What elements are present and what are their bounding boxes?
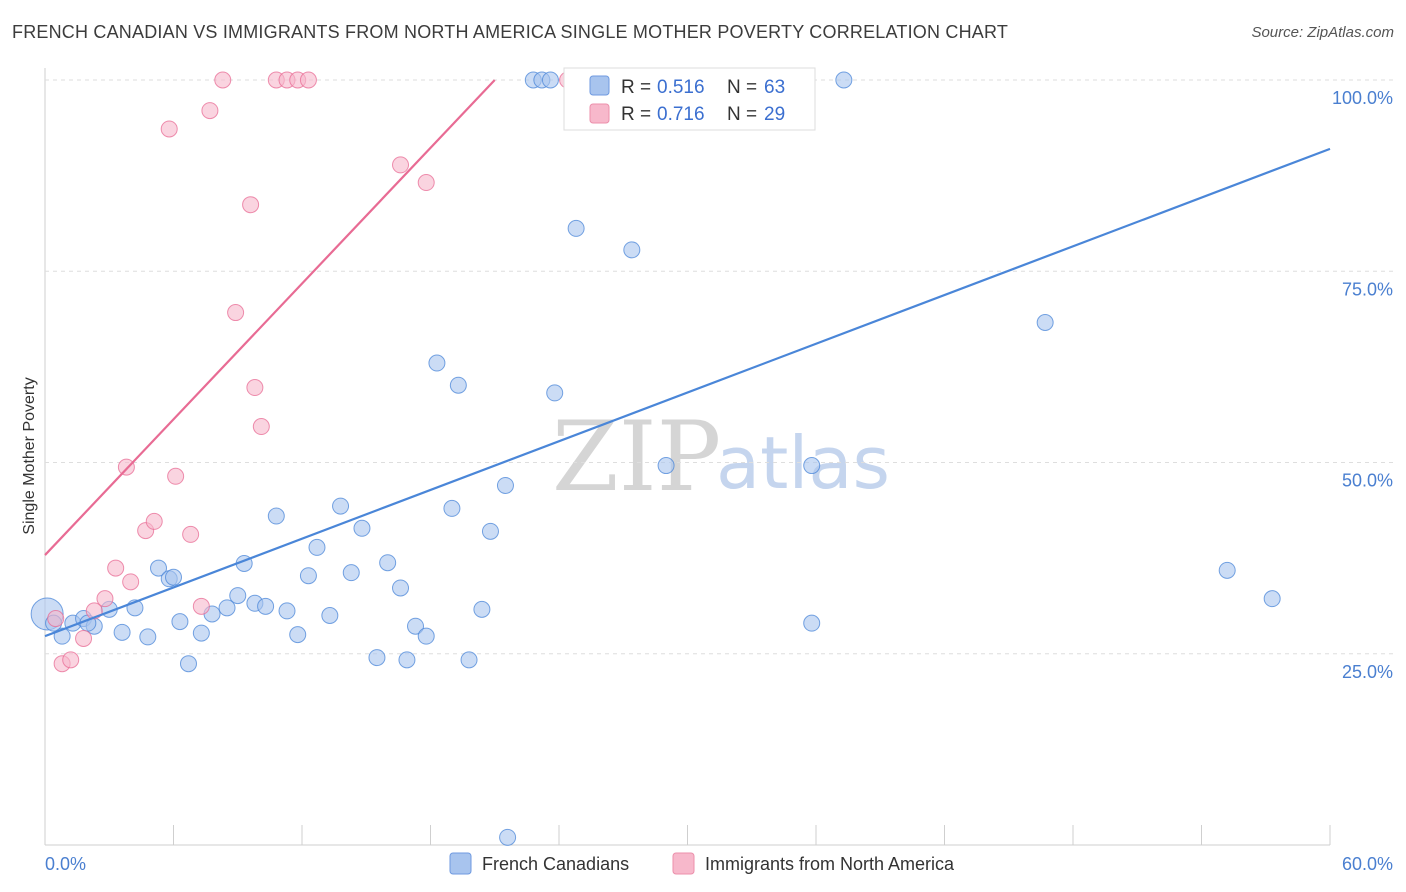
point-immigrants-24 [299, 71, 317, 89]
point-french-canadians-26 [332, 497, 350, 515]
series-legend: French Canadians Immigrants from North A… [449, 852, 955, 875]
correlation-legend: R = 0.516 N = 63 R = 0.716 N = 29 [563, 67, 816, 131]
point-french-canadians-23 [299, 567, 317, 585]
y-tick-labels: 25.0% 50.0% 75.0% 100.0% [1332, 88, 1393, 682]
point-french-canadians-54 [803, 457, 821, 475]
point-immigrants-15 [201, 102, 219, 120]
point-french-canadians-20 [267, 507, 285, 525]
point-french-canadians-62 [165, 568, 182, 586]
legend-n-value-1: 63 [764, 77, 785, 98]
legend-n-value-2: 29 [764, 104, 785, 125]
point-french-canadians-25 [321, 607, 339, 624]
point-french-canadians-12 [179, 655, 197, 673]
point-french-canadians-15 [218, 599, 236, 617]
point-immigrants-7 [117, 458, 135, 476]
point-immigrants-16 [214, 71, 232, 89]
source-label: Source: ZipAtlas.com [1251, 24, 1394, 41]
point-immigrants-5 [96, 590, 114, 608]
point-french-canadians-32 [398, 651, 416, 669]
point-french-canadians-37 [449, 376, 467, 394]
point-french-canadians-59 [1263, 590, 1281, 608]
y-tick-label-75: 75.0% [1342, 279, 1393, 299]
point-french-canadians-34 [417, 627, 435, 645]
point-french-canadians-16 [229, 587, 247, 605]
point-french-canadians-11 [171, 613, 189, 631]
point-french-canadians-28 [353, 519, 371, 537]
point-immigrants-6 [107, 559, 125, 577]
point-immigrants-25 [392, 156, 410, 174]
point-french-canadians-33 [407, 617, 425, 635]
point-french-canadians-48 [623, 241, 641, 259]
legend-swatch-pink [589, 103, 610, 124]
point-french-canadians-31 [392, 579, 410, 597]
point-french-canadians-30 [379, 554, 397, 572]
point-french-canadians-13 [192, 624, 210, 642]
bottom-legend-swatch-blue [449, 852, 472, 875]
legend-n-label-1: N = [727, 77, 757, 98]
legend-r-label-1: R = [621, 77, 651, 98]
point-french-canadians-9 [150, 559, 168, 577]
legend-r-value-1: 0.516 [657, 77, 705, 98]
point-french-canadians-35 [428, 354, 446, 372]
point-french-canadians-45 [541, 71, 559, 89]
legend-n-label-2: N = [727, 104, 757, 125]
point-french-canadians-42 [499, 828, 517, 846]
x-tick-label-min: 0.0% [45, 854, 86, 874]
point-immigrants-26 [417, 174, 435, 192]
point-french-canadians-21 [278, 602, 296, 620]
trend-line-french-canadians [44, 147, 1331, 638]
point-french-canadians-24 [308, 538, 326, 556]
chart-title: FRENCH CANADIAN VS IMMIGRANTS FROM NORTH… [12, 22, 1009, 42]
legend-r-value-2: 0.716 [657, 104, 705, 125]
point-immigrants-10 [145, 512, 163, 530]
point-french-canadians-38 [460, 651, 478, 669]
bottom-legend-swatch-pink [672, 852, 695, 875]
point-immigrants-8 [122, 573, 140, 591]
point-french-canadians-8 [139, 628, 157, 646]
point-french-canadians-56 [835, 71, 853, 89]
point-french-canadians-55 [803, 614, 821, 632]
x-tick-label-max: 60.0% [1342, 854, 1393, 874]
point-french-canadians-22 [289, 626, 307, 644]
y-tick-label-25: 25.0% [1342, 662, 1393, 682]
legend-r-label-2: R = [621, 104, 651, 125]
bottom-legend-french-canadians: French Canadians [482, 854, 629, 874]
point-french-canadians-6 [113, 623, 131, 641]
point-french-canadians-57 [1036, 314, 1054, 332]
point-immigrants-11 [160, 120, 178, 138]
point-french-canadians-41 [496, 476, 514, 494]
point-immigrants-2 [62, 651, 80, 669]
legend-swatch-blue [589, 75, 610, 96]
point-immigrants-12 [167, 467, 185, 485]
watermark-zip: ZIP [552, 401, 721, 513]
x-axis-ticks [44, 825, 1331, 845]
point-french-canadians-39 [473, 600, 491, 618]
point-french-canadians-40 [481, 522, 499, 540]
point-french-canadians-58 [1218, 561, 1236, 579]
trend-lines [44, 79, 1331, 638]
point-immigrants-13 [182, 525, 200, 543]
y-axis-label: Single Mother Poverty [21, 377, 38, 534]
point-immigrants-17 [227, 304, 245, 322]
point-immigrants-14 [192, 597, 210, 615]
point-french-canadians-46 [546, 384, 564, 402]
y-tick-label-50: 50.0% [1342, 471, 1393, 491]
point-french-canadians-36 [443, 499, 461, 517]
point-french-canadians-27 [342, 564, 360, 582]
point-french-canadians-49 [657, 457, 675, 475]
point-french-canadians-19 [257, 597, 275, 615]
point-immigrants-0 [47, 610, 65, 628]
point-immigrants-3 [75, 629, 93, 647]
bottom-legend-immigrants: Immigrants from North America [705, 854, 955, 874]
point-french-canadians-47 [567, 219, 585, 237]
point-french-canadians-29 [368, 649, 386, 667]
point-immigrants-18 [242, 196, 260, 214]
point-immigrants-20 [252, 418, 270, 436]
y-tick-label-100: 100.0% [1332, 88, 1393, 108]
point-immigrants-19 [246, 379, 264, 397]
trend-line-immigrants [44, 79, 496, 556]
